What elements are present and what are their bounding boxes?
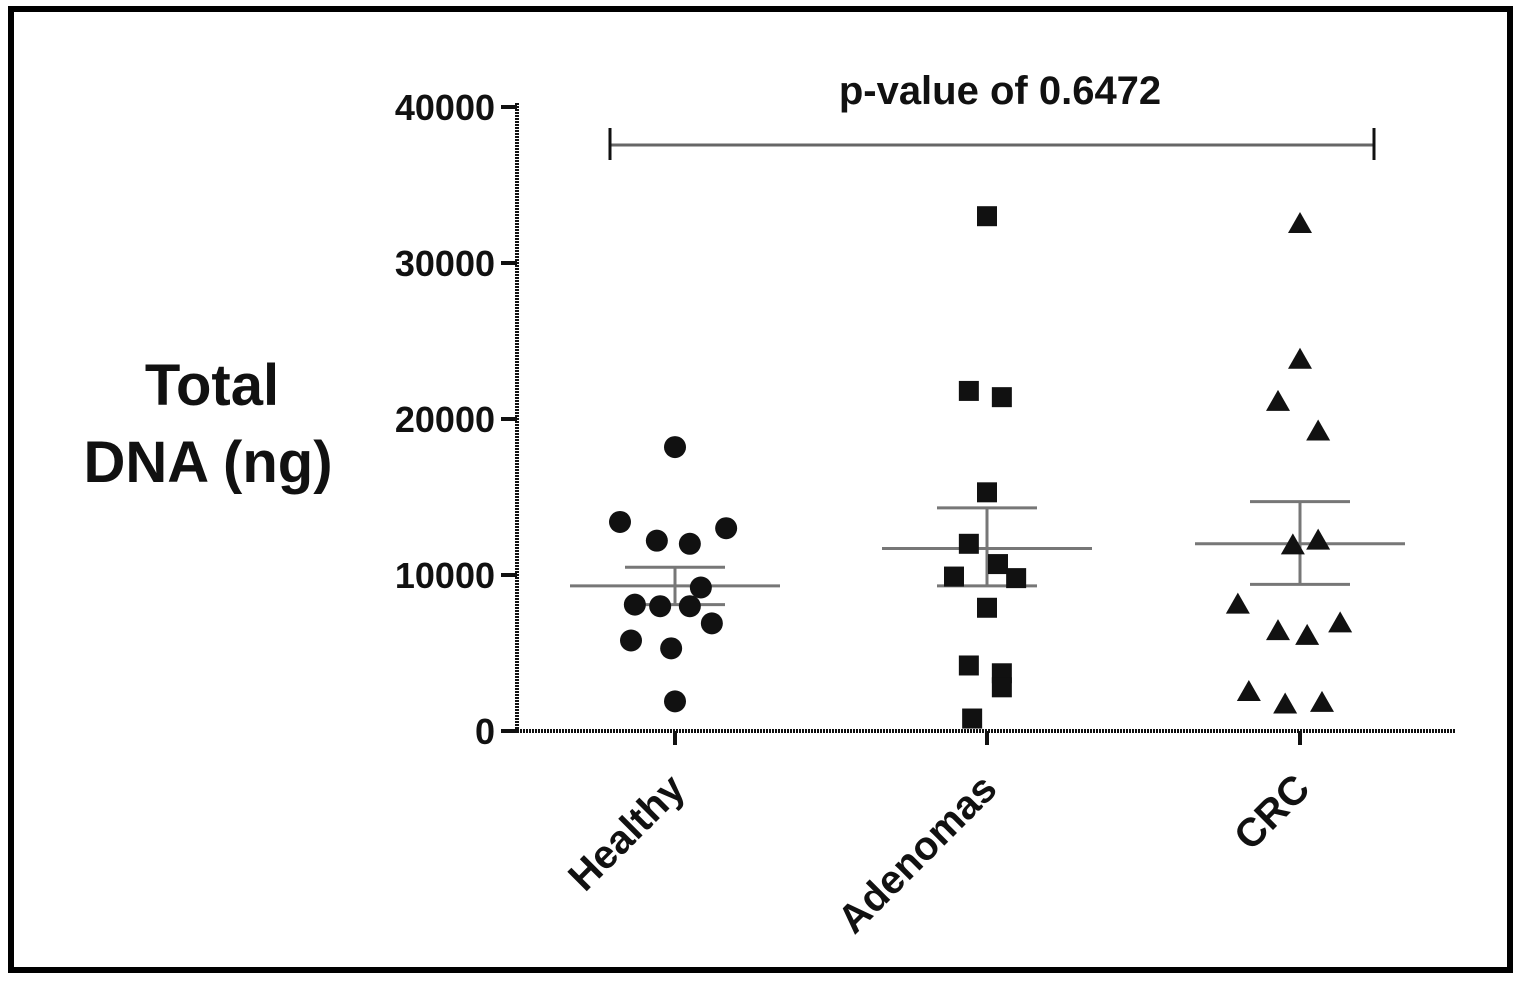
y-tick-label-3: 30000 bbox=[395, 243, 495, 284]
x-tick-label-0: Healthy bbox=[560, 766, 694, 900]
series-healthy bbox=[570, 436, 780, 713]
y-axis-title-line2: DNA (ng) bbox=[83, 430, 332, 495]
data-point-healthy-2 bbox=[715, 517, 738, 540]
data-point-crc-9 bbox=[1328, 611, 1353, 633]
data-point-adenomas-12 bbox=[962, 708, 983, 729]
data-point-healthy-10 bbox=[620, 629, 642, 652]
data-point-healthy-11 bbox=[660, 637, 683, 660]
data-point-healthy-3 bbox=[645, 529, 668, 552]
data-point-crc-4 bbox=[1280, 533, 1305, 555]
data-point-adenomas-0 bbox=[977, 206, 997, 227]
data-point-healthy-8 bbox=[678, 595, 701, 618]
data-point-adenomas-9 bbox=[958, 655, 979, 676]
data-point-healthy-0 bbox=[664, 436, 686, 459]
x-tick-label-2: CRC bbox=[1226, 766, 1318, 858]
y-tick-label-0: 0 bbox=[475, 711, 495, 752]
data-point-adenomas-5 bbox=[988, 554, 1008, 575]
data-point-healthy-4 bbox=[678, 532, 701, 555]
data-point-healthy-9 bbox=[700, 612, 723, 635]
data-point-crc-11 bbox=[1273, 692, 1298, 714]
data-point-crc-3 bbox=[1306, 419, 1331, 441]
data-point-adenomas-11 bbox=[991, 677, 1012, 698]
y-tick-label-4: 40000 bbox=[395, 87, 495, 128]
data-point-crc-1 bbox=[1288, 347, 1312, 369]
series-adenomas bbox=[882, 206, 1092, 729]
figure-frame bbox=[8, 6, 1513, 973]
y-tick-label-2: 20000 bbox=[395, 399, 495, 440]
data-point-adenomas-3 bbox=[977, 482, 997, 503]
data-point-crc-6 bbox=[1225, 592, 1250, 614]
data-point-adenomas-1 bbox=[958, 380, 979, 401]
data-point-healthy-12 bbox=[664, 690, 686, 713]
y-tick-label-1: 10000 bbox=[395, 555, 495, 596]
data-point-adenomas-4 bbox=[958, 533, 979, 554]
data-point-healthy-6 bbox=[623, 593, 646, 616]
data-point-healthy-1 bbox=[609, 510, 631, 533]
data-point-adenomas-6 bbox=[944, 566, 964, 587]
data-point-crc-0 bbox=[1288, 212, 1312, 233]
data-point-adenomas-7 bbox=[1006, 568, 1027, 589]
data-point-crc-12 bbox=[1310, 690, 1334, 712]
data-point-healthy-5 bbox=[689, 576, 712, 599]
series-crc bbox=[1195, 212, 1405, 714]
data-point-crc-7 bbox=[1266, 619, 1290, 641]
data-point-adenomas-2 bbox=[991, 387, 1012, 408]
data-point-crc-5 bbox=[1306, 528, 1331, 550]
x-tick-label-1: Adenomas bbox=[830, 766, 1006, 942]
data-point-crc-2 bbox=[1266, 389, 1290, 411]
p-value-annotation: p-value of 0.6472 bbox=[839, 69, 1161, 113]
data-point-crc-8 bbox=[1295, 623, 1320, 645]
data-point-healthy-7 bbox=[649, 595, 672, 618]
data-point-crc-10 bbox=[1236, 680, 1261, 701]
y-axis-title-line1: Total bbox=[145, 353, 279, 418]
data-point-adenomas-8 bbox=[977, 597, 997, 618]
